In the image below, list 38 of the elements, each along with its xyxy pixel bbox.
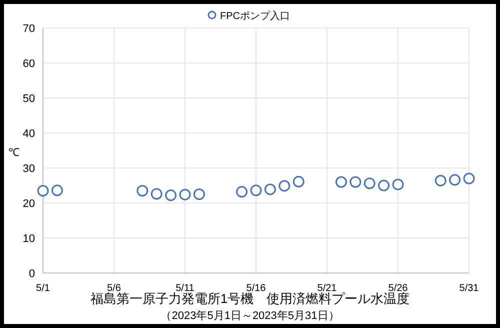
point: [150, 188, 162, 200]
point: [250, 184, 262, 196]
point: [136, 185, 148, 196]
y-tick-label: 20: [22, 198, 35, 210]
x-tick-label: 5/31: [459, 283, 480, 294]
point: [364, 178, 376, 190]
point: [278, 180, 290, 192]
point: [236, 186, 248, 198]
y-tick-label: 40: [22, 128, 35, 140]
point: [392, 178, 404, 190]
legend: FPCポンプ入口: [208, 10, 290, 22]
y-tick-label: 60: [22, 58, 35, 70]
point: [449, 174, 461, 186]
point: [292, 176, 304, 188]
y-tick-label: 10: [22, 233, 35, 245]
x-tick-label: 5/16: [246, 283, 266, 294]
point: [179, 188, 191, 200]
x-tick-label: 5/1: [36, 283, 50, 294]
point: [193, 188, 205, 200]
y-tick-label: 30: [22, 163, 35, 175]
text: （2023年5月1日～2023年5月31日）: [160, 310, 340, 322]
legend-label: FPCポンプ入口: [220, 10, 290, 22]
point: [463, 172, 475, 184]
x-tick-label: 5/6: [107, 283, 122, 294]
point: [335, 176, 347, 188]
x-tick-label: 5/11: [176, 283, 195, 294]
y-tick-label: 0: [28, 268, 35, 280]
y-axis-title: ℃: [8, 147, 20, 159]
point: [51, 184, 63, 196]
point: [264, 184, 276, 196]
point: [378, 180, 390, 192]
y-tick-label: 70: [22, 23, 35, 35]
point: [434, 174, 446, 186]
y-tick-label: 50: [22, 93, 35, 105]
point: [37, 185, 49, 196]
point: [350, 176, 362, 188]
point: [165, 190, 177, 202]
text: 福島第一原子力発電所1号機 使用済燃料プール水温度: [90, 291, 410, 306]
